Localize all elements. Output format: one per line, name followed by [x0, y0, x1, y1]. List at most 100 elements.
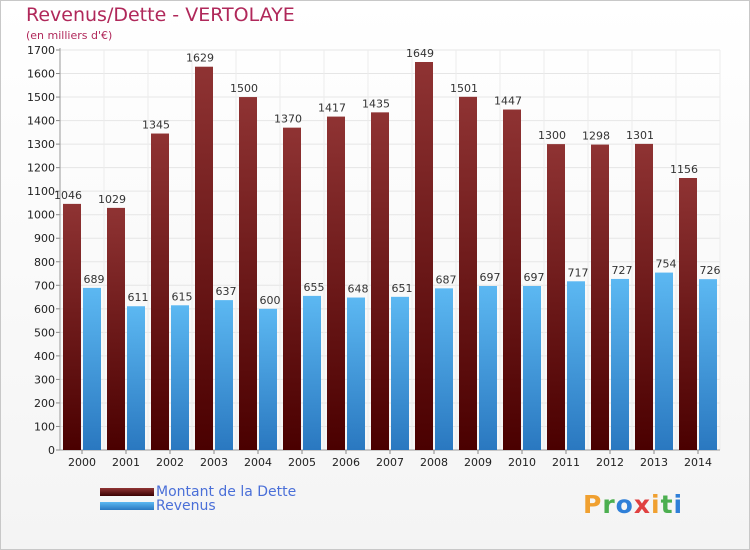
x-tick-label: 2000	[68, 456, 96, 469]
y-tick-label: 1000	[27, 209, 55, 222]
revenus-bar	[347, 297, 365, 450]
logo-letter: o	[615, 490, 634, 519]
legend-item-dette: Montant de la Dette	[100, 485, 296, 499]
legend: Montant de la Dette Revenus	[100, 485, 296, 513]
dette-value-label: 1029	[98, 193, 126, 206]
revenus-bar	[523, 286, 541, 450]
revenus-value-label: 754	[656, 258, 677, 271]
revenus-value-label: 648	[348, 283, 369, 296]
y-tick-label: 0	[48, 444, 55, 457]
x-tick-label: 2011	[552, 456, 580, 469]
revenus-value-label: 600	[260, 294, 281, 307]
revenus-bar	[611, 278, 629, 450]
legend-swatch-revenus	[100, 502, 154, 510]
dette-value-label: 1629	[186, 52, 214, 65]
revenus-bar	[435, 288, 453, 450]
dette-bar	[327, 116, 345, 451]
logo-letter: x	[633, 490, 651, 519]
data-labels: 1046 689 1029 611 1345 615 1629 637 1500 600 1370 6…	[54, 47, 721, 307]
dette-bar	[107, 207, 125, 450]
y-tick-label: 100	[34, 420, 55, 433]
y-tick-label: 400	[34, 350, 55, 363]
dette-value-label: 1435	[362, 97, 390, 110]
x-tick-label: 2012	[596, 456, 624, 469]
revenus-bar	[391, 296, 409, 450]
dette-value-label: 1156	[670, 163, 698, 176]
dette-value-label: 1300	[538, 129, 566, 142]
logo-letter: t	[660, 490, 674, 519]
bars	[63, 62, 717, 451]
y-tick-label: 1700	[27, 44, 55, 57]
dette-bar	[415, 62, 433, 450]
dette-value-label: 1649	[406, 47, 434, 60]
logo-letter: P	[583, 490, 603, 519]
y-tick-label: 700	[34, 279, 55, 292]
dette-bar	[63, 203, 81, 450]
revenus-value-label: 655	[304, 281, 325, 294]
logo-letter: i	[651, 490, 661, 519]
y-tick-label: 800	[34, 256, 55, 269]
revenus-bar	[259, 308, 277, 450]
legend-label-revenus: Revenus	[156, 498, 216, 514]
dette-value-label: 1298	[582, 130, 610, 143]
dette-bar	[459, 96, 477, 450]
x-tick-label: 2014	[684, 456, 712, 469]
x-tick-label: 2001	[112, 456, 140, 469]
revenus-value-label: 637	[216, 285, 237, 298]
dette-value-label: 1370	[274, 113, 302, 126]
revenus-value-label: 727	[612, 264, 633, 277]
dette-bar	[151, 133, 169, 450]
revenus-bar	[303, 295, 321, 450]
revenus-value-label: 697	[480, 271, 501, 284]
dette-bar	[591, 144, 609, 450]
x-tick-label: 2006	[332, 456, 360, 469]
dette-value-label: 1500	[230, 82, 258, 95]
proxiti-logo: Proxiti	[583, 490, 683, 519]
x-tick-label: 2004	[244, 456, 272, 469]
legend-label-dette: Montant de la Dette	[156, 484, 297, 500]
revenus-value-label: 726	[700, 264, 721, 277]
dette-bar	[547, 144, 565, 450]
dette-bar	[195, 66, 213, 451]
y-tick-label: 1400	[27, 115, 55, 128]
revenus-bar	[479, 286, 497, 450]
x-tick-label: 2003	[200, 456, 228, 469]
dette-value-label: 1417	[318, 102, 346, 115]
logo-letter: i	[673, 490, 684, 519]
revenus-bar	[567, 281, 585, 450]
legend-item-revenus: Revenus	[100, 499, 296, 513]
x-tick-label: 2008	[420, 456, 448, 469]
y-tick-label: 300	[34, 373, 55, 386]
chart-title: Revenus/Dette - VERTOLAYE	[26, 4, 295, 26]
revenus-bar	[83, 287, 101, 450]
dette-bar	[503, 109, 521, 450]
x-tick-label: 2007	[376, 456, 404, 469]
x-tick-label: 2005	[288, 456, 316, 469]
revenus-value-label: 697	[524, 271, 545, 284]
dette-bar	[371, 112, 389, 451]
x-tick-label: 2013	[640, 456, 668, 469]
revenus-bar	[215, 300, 233, 450]
revenus-value-label: 651	[392, 282, 413, 295]
revenus-value-label: 717	[568, 266, 589, 279]
revenus-bar	[171, 305, 189, 450]
dette-bar	[239, 97, 257, 450]
x-tick-label: 2010	[508, 456, 536, 469]
dette-value-label: 1501	[450, 82, 478, 95]
y-tick-label: 1500	[27, 91, 55, 104]
revenus-bar	[699, 279, 717, 450]
y-tick-label: 1200	[27, 162, 55, 175]
dette-value-label: 1447	[494, 95, 522, 108]
y-tick-label: 1600	[27, 68, 55, 81]
x-tick-label: 2009	[464, 456, 492, 469]
logo-letter: r	[602, 490, 616, 519]
y-tick-label: 200	[34, 397, 55, 410]
chart-subtitle: (en milliers d'€)	[26, 29, 113, 42]
y-tick-label: 600	[34, 303, 55, 316]
dette-value-label: 1301	[626, 129, 654, 142]
axes: 0 100 200 300 400 500 600 700 800 900 1000 1100 1200…	[27, 44, 720, 469]
revenus-value-label: 611	[128, 291, 149, 304]
dette-bar	[679, 178, 697, 450]
grid-lines	[59, 49, 721, 451]
